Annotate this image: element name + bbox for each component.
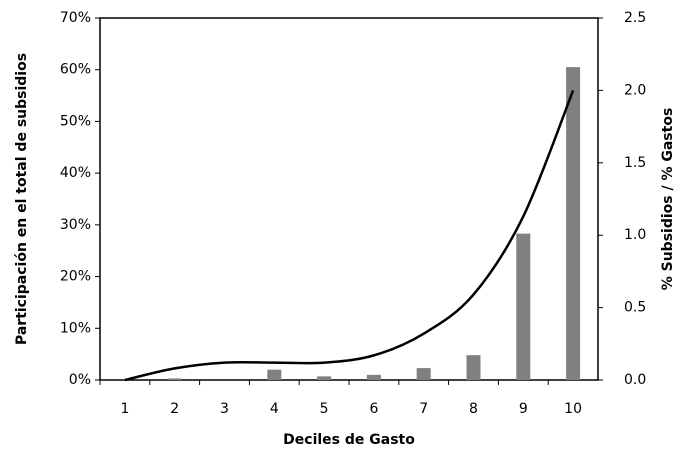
bar	[416, 368, 431, 380]
x-tick-label: 5	[320, 401, 329, 417]
y-tick-label: 70%	[60, 10, 91, 26]
x-tick-label: 7	[419, 401, 428, 417]
bar	[516, 233, 531, 380]
y-axis-label: Participación en el total de subsidios	[14, 53, 30, 345]
y-tick-label: 10%	[60, 320, 91, 336]
line	[124, 89, 575, 382]
x-tick-label: 3	[220, 401, 229, 417]
bar	[566, 67, 581, 380]
x-tick-label: 9	[519, 401, 528, 417]
bar	[466, 355, 481, 380]
x-tick-label: 10	[564, 401, 582, 417]
x-tick-label: 8	[469, 401, 478, 417]
y-tick-label: 40%	[60, 165, 91, 181]
bar	[267, 369, 282, 380]
y2-tick-label: 0.0	[624, 372, 646, 388]
y-tick-label: 20%	[60, 269, 91, 285]
y-tick-label: 60%	[60, 62, 91, 78]
y2-axis-label: % Subsidios / % Gastos	[660, 108, 676, 291]
x-tick-label: 4	[270, 401, 279, 417]
y2-tick-label: 2.0	[624, 82, 646, 98]
y2-tick-label: 1.0	[624, 227, 646, 243]
y2-tick-label: 2.5	[624, 10, 646, 26]
bar	[167, 378, 182, 380]
x-tick-label: 1	[120, 401, 129, 417]
x-tick-label: 2	[170, 401, 179, 417]
y2-tick-label: 1.5	[624, 155, 646, 171]
y-tick-label: 50%	[60, 113, 91, 129]
y-tick-label: 30%	[60, 217, 91, 233]
x-tick-label: 6	[369, 401, 378, 417]
y2-tick-label: 0.5	[624, 300, 646, 316]
y-tick-label: 0%	[69, 372, 91, 388]
bar	[317, 376, 332, 380]
bar	[366, 374, 381, 380]
x-axis-label: Deciles de Gasto	[283, 432, 415, 448]
